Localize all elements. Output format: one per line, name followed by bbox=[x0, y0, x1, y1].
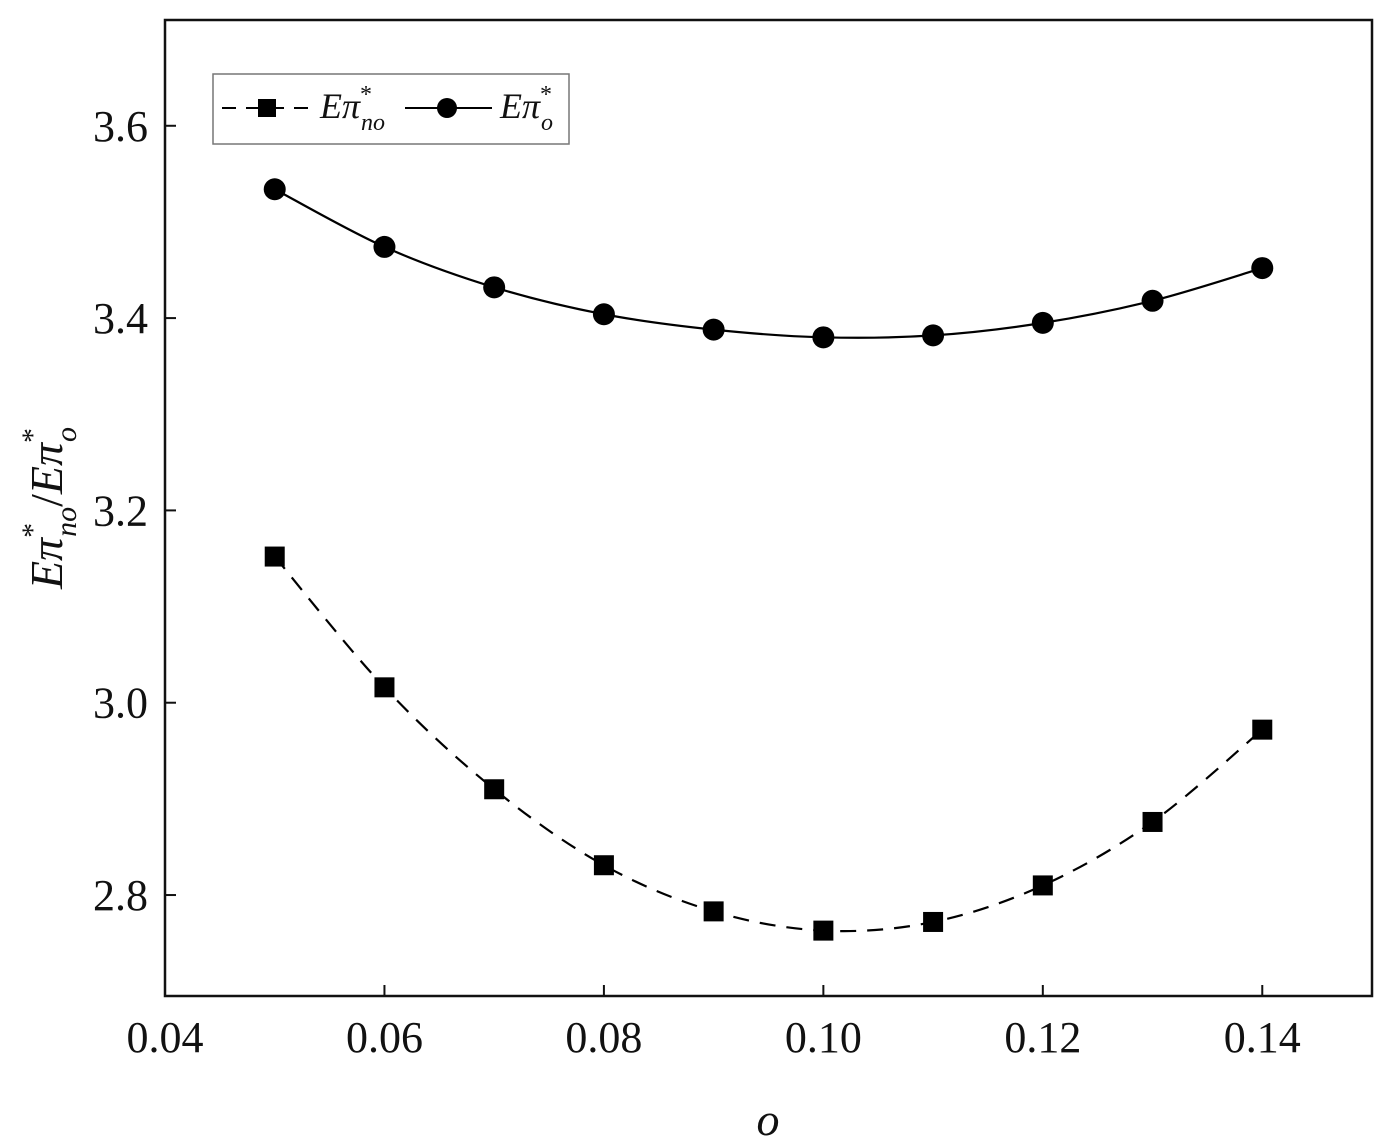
data-point-square bbox=[1142, 811, 1163, 832]
data-point-circle bbox=[483, 276, 506, 299]
x-tick-label: 0.06 bbox=[346, 1013, 423, 1062]
data-point-square bbox=[703, 901, 724, 922]
series-line-no bbox=[273, 555, 1263, 933]
data-point-circle bbox=[702, 318, 725, 341]
data-point-circle bbox=[592, 303, 615, 326]
x-tick-label: 0.14 bbox=[1224, 1013, 1301, 1062]
data-point-circle bbox=[1031, 311, 1054, 334]
data-point-square bbox=[484, 779, 505, 800]
data-point-square bbox=[374, 677, 395, 698]
legend-marker-circle bbox=[437, 98, 457, 118]
series-line-o bbox=[274, 188, 1263, 339]
legend-label-o: Eπ* o bbox=[499, 82, 553, 136]
data-point-square bbox=[264, 546, 285, 567]
data-point-square bbox=[1252, 719, 1273, 740]
y-axis-title: Eπ*no/Eπ*o bbox=[16, 427, 83, 590]
y-axis-ticks: 2.8 3.0 3.2 3.4 3.6 bbox=[93, 102, 176, 920]
legend: Eπ* no Eπ* o bbox=[212, 73, 570, 145]
x-tick-label: 0.12 bbox=[1004, 1013, 1081, 1062]
plot-frame bbox=[163, 18, 1374, 998]
y-tick-label: 3.0 bbox=[93, 679, 148, 728]
data-point-circle bbox=[373, 235, 396, 258]
legend-marker-square bbox=[258, 99, 276, 117]
data-point-circle bbox=[1251, 257, 1274, 280]
legend-label-no: Eπ* no bbox=[319, 82, 385, 136]
x-tick-label: 0.04 bbox=[127, 1013, 204, 1062]
data-point-square bbox=[813, 920, 834, 941]
x-axis-ticks: 0.04 0.06 0.08 0.10 0.12 0.14 bbox=[127, 985, 1301, 1062]
x-tick-label: 0.08 bbox=[565, 1013, 642, 1062]
data-point-square bbox=[1032, 875, 1053, 896]
y-tick-label: 2.8 bbox=[93, 871, 148, 920]
svg-text:Eπ*no/Eπ*o: Eπ*no/Eπ*o bbox=[16, 427, 83, 590]
y-tick-label: 3.2 bbox=[93, 486, 148, 535]
data-point-circle bbox=[263, 178, 286, 201]
data-point-square bbox=[593, 855, 614, 876]
data-point-circle bbox=[1141, 289, 1164, 312]
data-point-square bbox=[923, 911, 944, 932]
data-point-circle bbox=[812, 326, 835, 349]
data-point-circle bbox=[922, 324, 945, 347]
x-axis-title: o bbox=[757, 1094, 780, 1145]
series-layer bbox=[263, 178, 1274, 941]
y-tick-label: 3.4 bbox=[93, 294, 148, 343]
x-tick-label: 0.10 bbox=[785, 1013, 862, 1062]
y-tick-label: 3.6 bbox=[93, 102, 148, 151]
